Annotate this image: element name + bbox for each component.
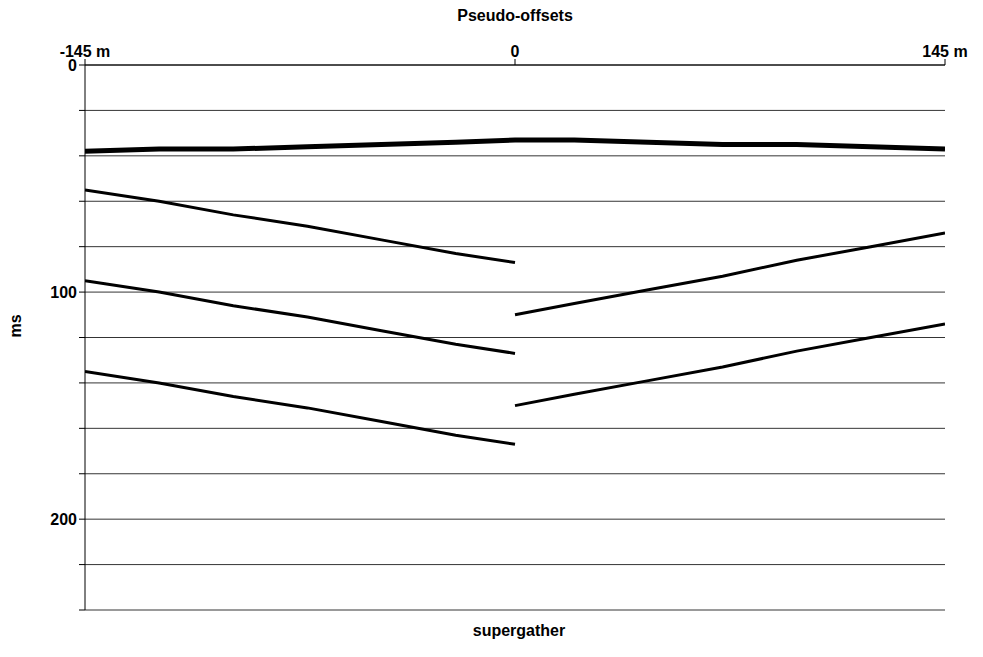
svg-text:100: 100 [50,284,77,301]
svg-text:0: 0 [511,43,520,60]
html-text:supergather: supergather [472,622,566,639]
svg-text:Pseudo-offsets: Pseudo-offsets [457,7,573,24]
svg-text:145 m: 145 m [922,43,967,60]
svg-text:ms: ms [7,314,24,337]
svg-text:-145 m: -145 m [59,43,111,60]
svg-text:200: 200 [50,511,77,528]
svg-text:0: 0 [68,57,77,74]
